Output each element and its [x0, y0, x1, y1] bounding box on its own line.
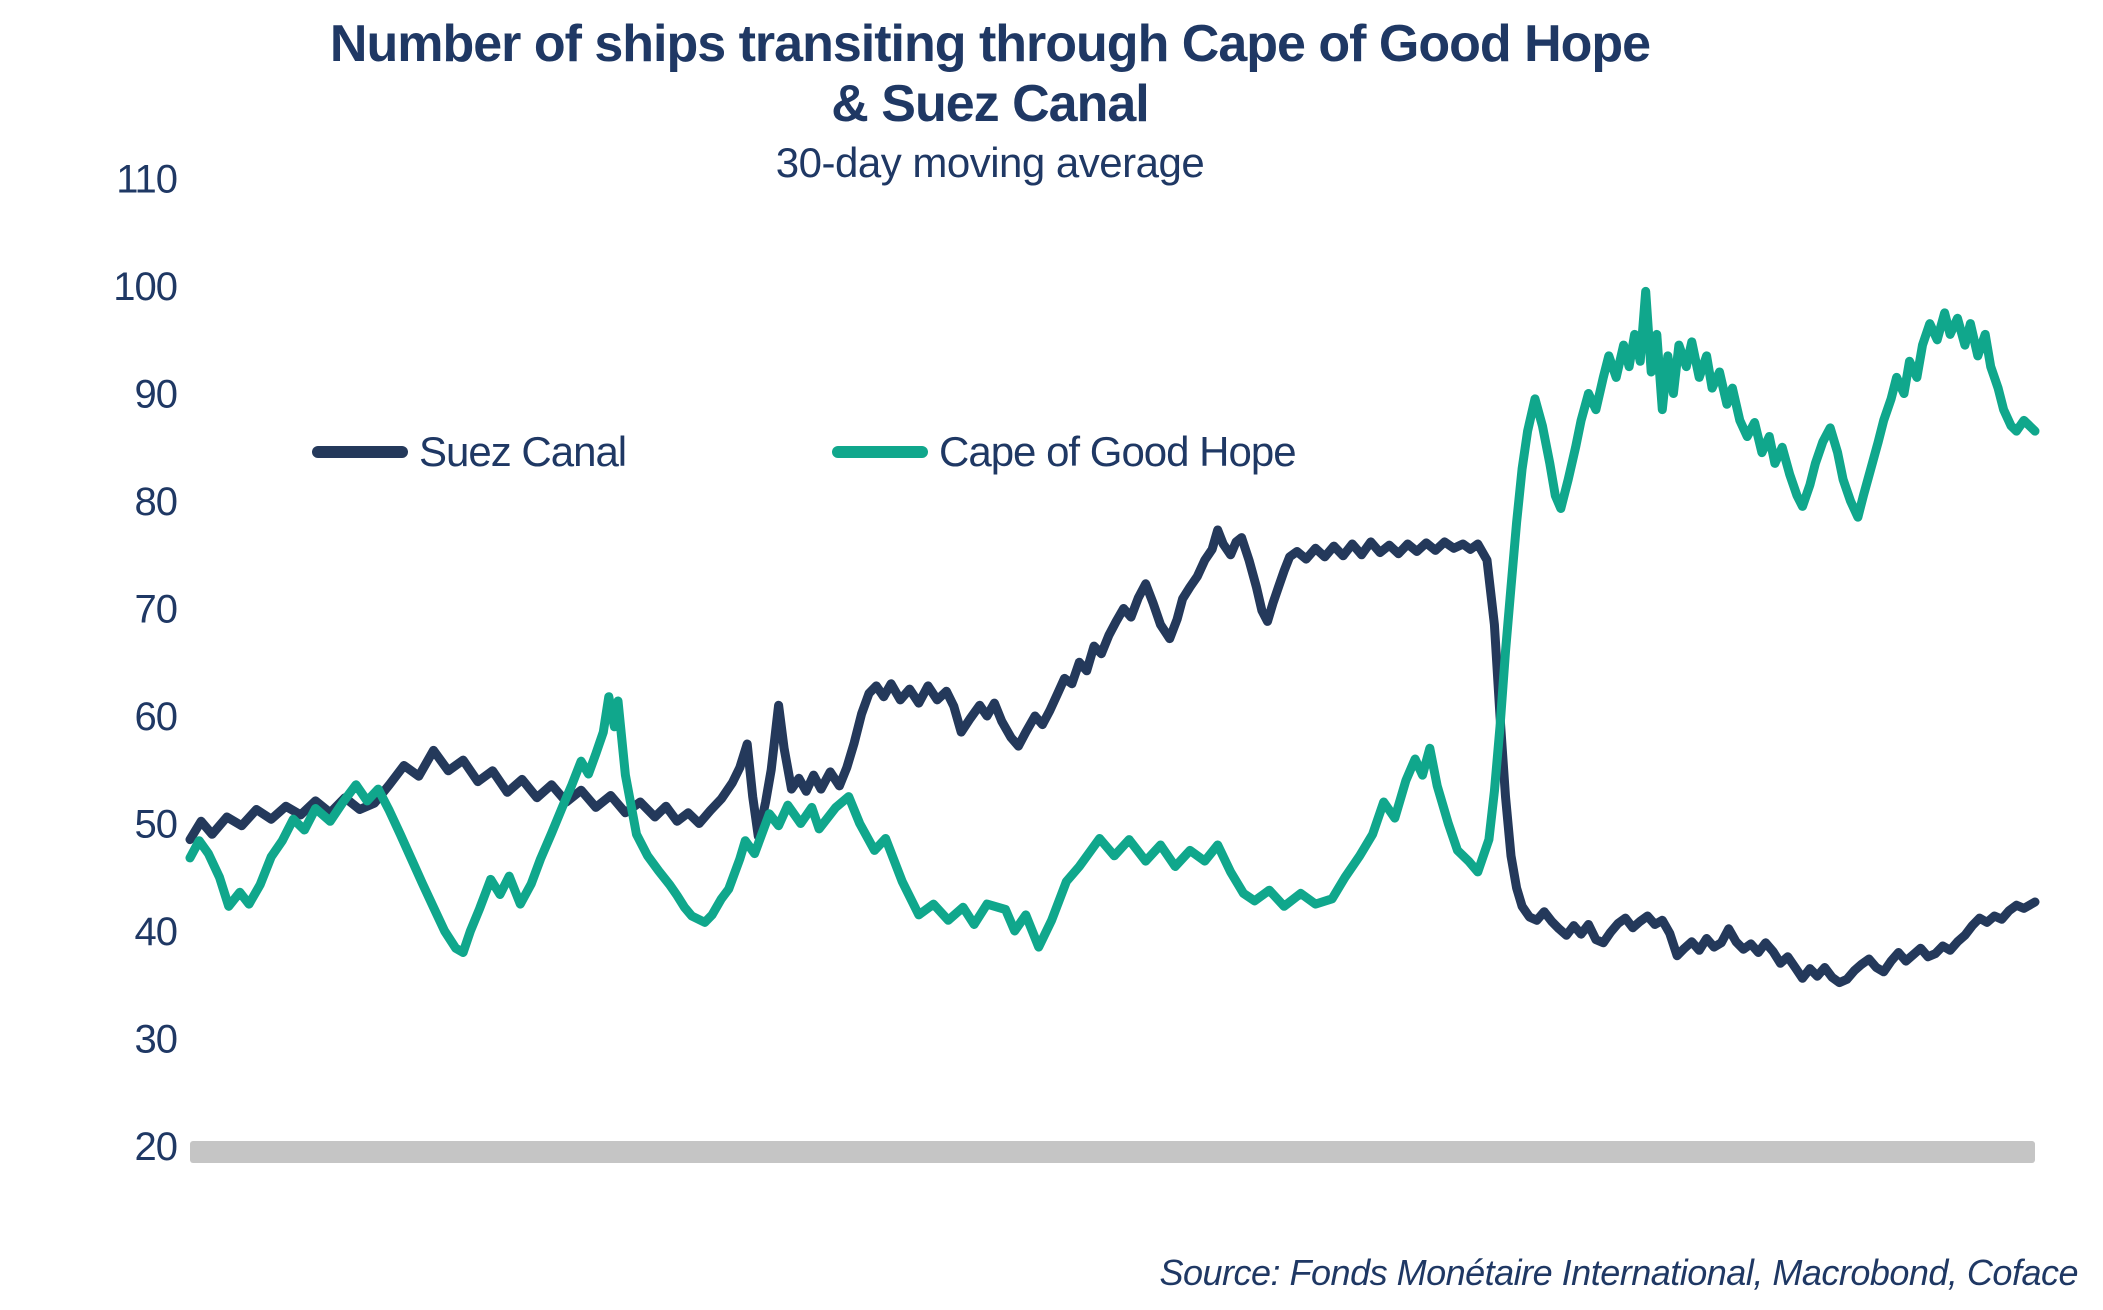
y-axis-tick-label: 100	[113, 265, 177, 309]
y-axis-tick-label: 30	[135, 1018, 178, 1062]
legend-label-suez-canal: Suez Canal	[419, 428, 627, 475]
source-attribution: Source: Fonds Monétaire International, M…	[1159, 1252, 2078, 1293]
chart-subtitle: 30-day moving average	[775, 139, 1205, 186]
y-axis-tick-label: 80	[135, 480, 178, 524]
y-axis-tick-label: 90	[135, 373, 178, 417]
y-axis-tick-label: 70	[135, 588, 178, 632]
y-axis-tick-label: 60	[135, 695, 178, 739]
y-axis-tick-label: 40	[135, 910, 178, 954]
x-axis-baseline	[190, 1141, 2035, 1163]
legend-item-suez-canal: Suez Canal	[312, 424, 627, 480]
legend-label-cape-of-good-hope: Cape of Good Hope	[939, 428, 1297, 475]
series-line-suez-canal	[185, 525, 2040, 988]
legend-swatch-cape-of-good-hope	[832, 446, 928, 458]
legend-swatch-suez-canal	[312, 446, 408, 458]
legend: Suez Canal Cape of Good Hope	[0, 424, 2103, 480]
y-axis-tick-label: 20	[135, 1125, 178, 1169]
y-axis-tick-label: 110	[116, 158, 177, 202]
page-title-line2: & Suez Canal	[831, 75, 1149, 133]
chart-title-block: Number of ships transiting through Cape …	[0, 14, 1980, 188]
page-title-line1: Number of ships transiting through Cape …	[329, 15, 1651, 73]
series-line-cape-of-good-hope	[185, 286, 2040, 957]
y-axis-tick-label: 50	[135, 803, 178, 847]
legend-item-cape-of-good-hope: Cape of Good Hope	[832, 424, 1297, 480]
